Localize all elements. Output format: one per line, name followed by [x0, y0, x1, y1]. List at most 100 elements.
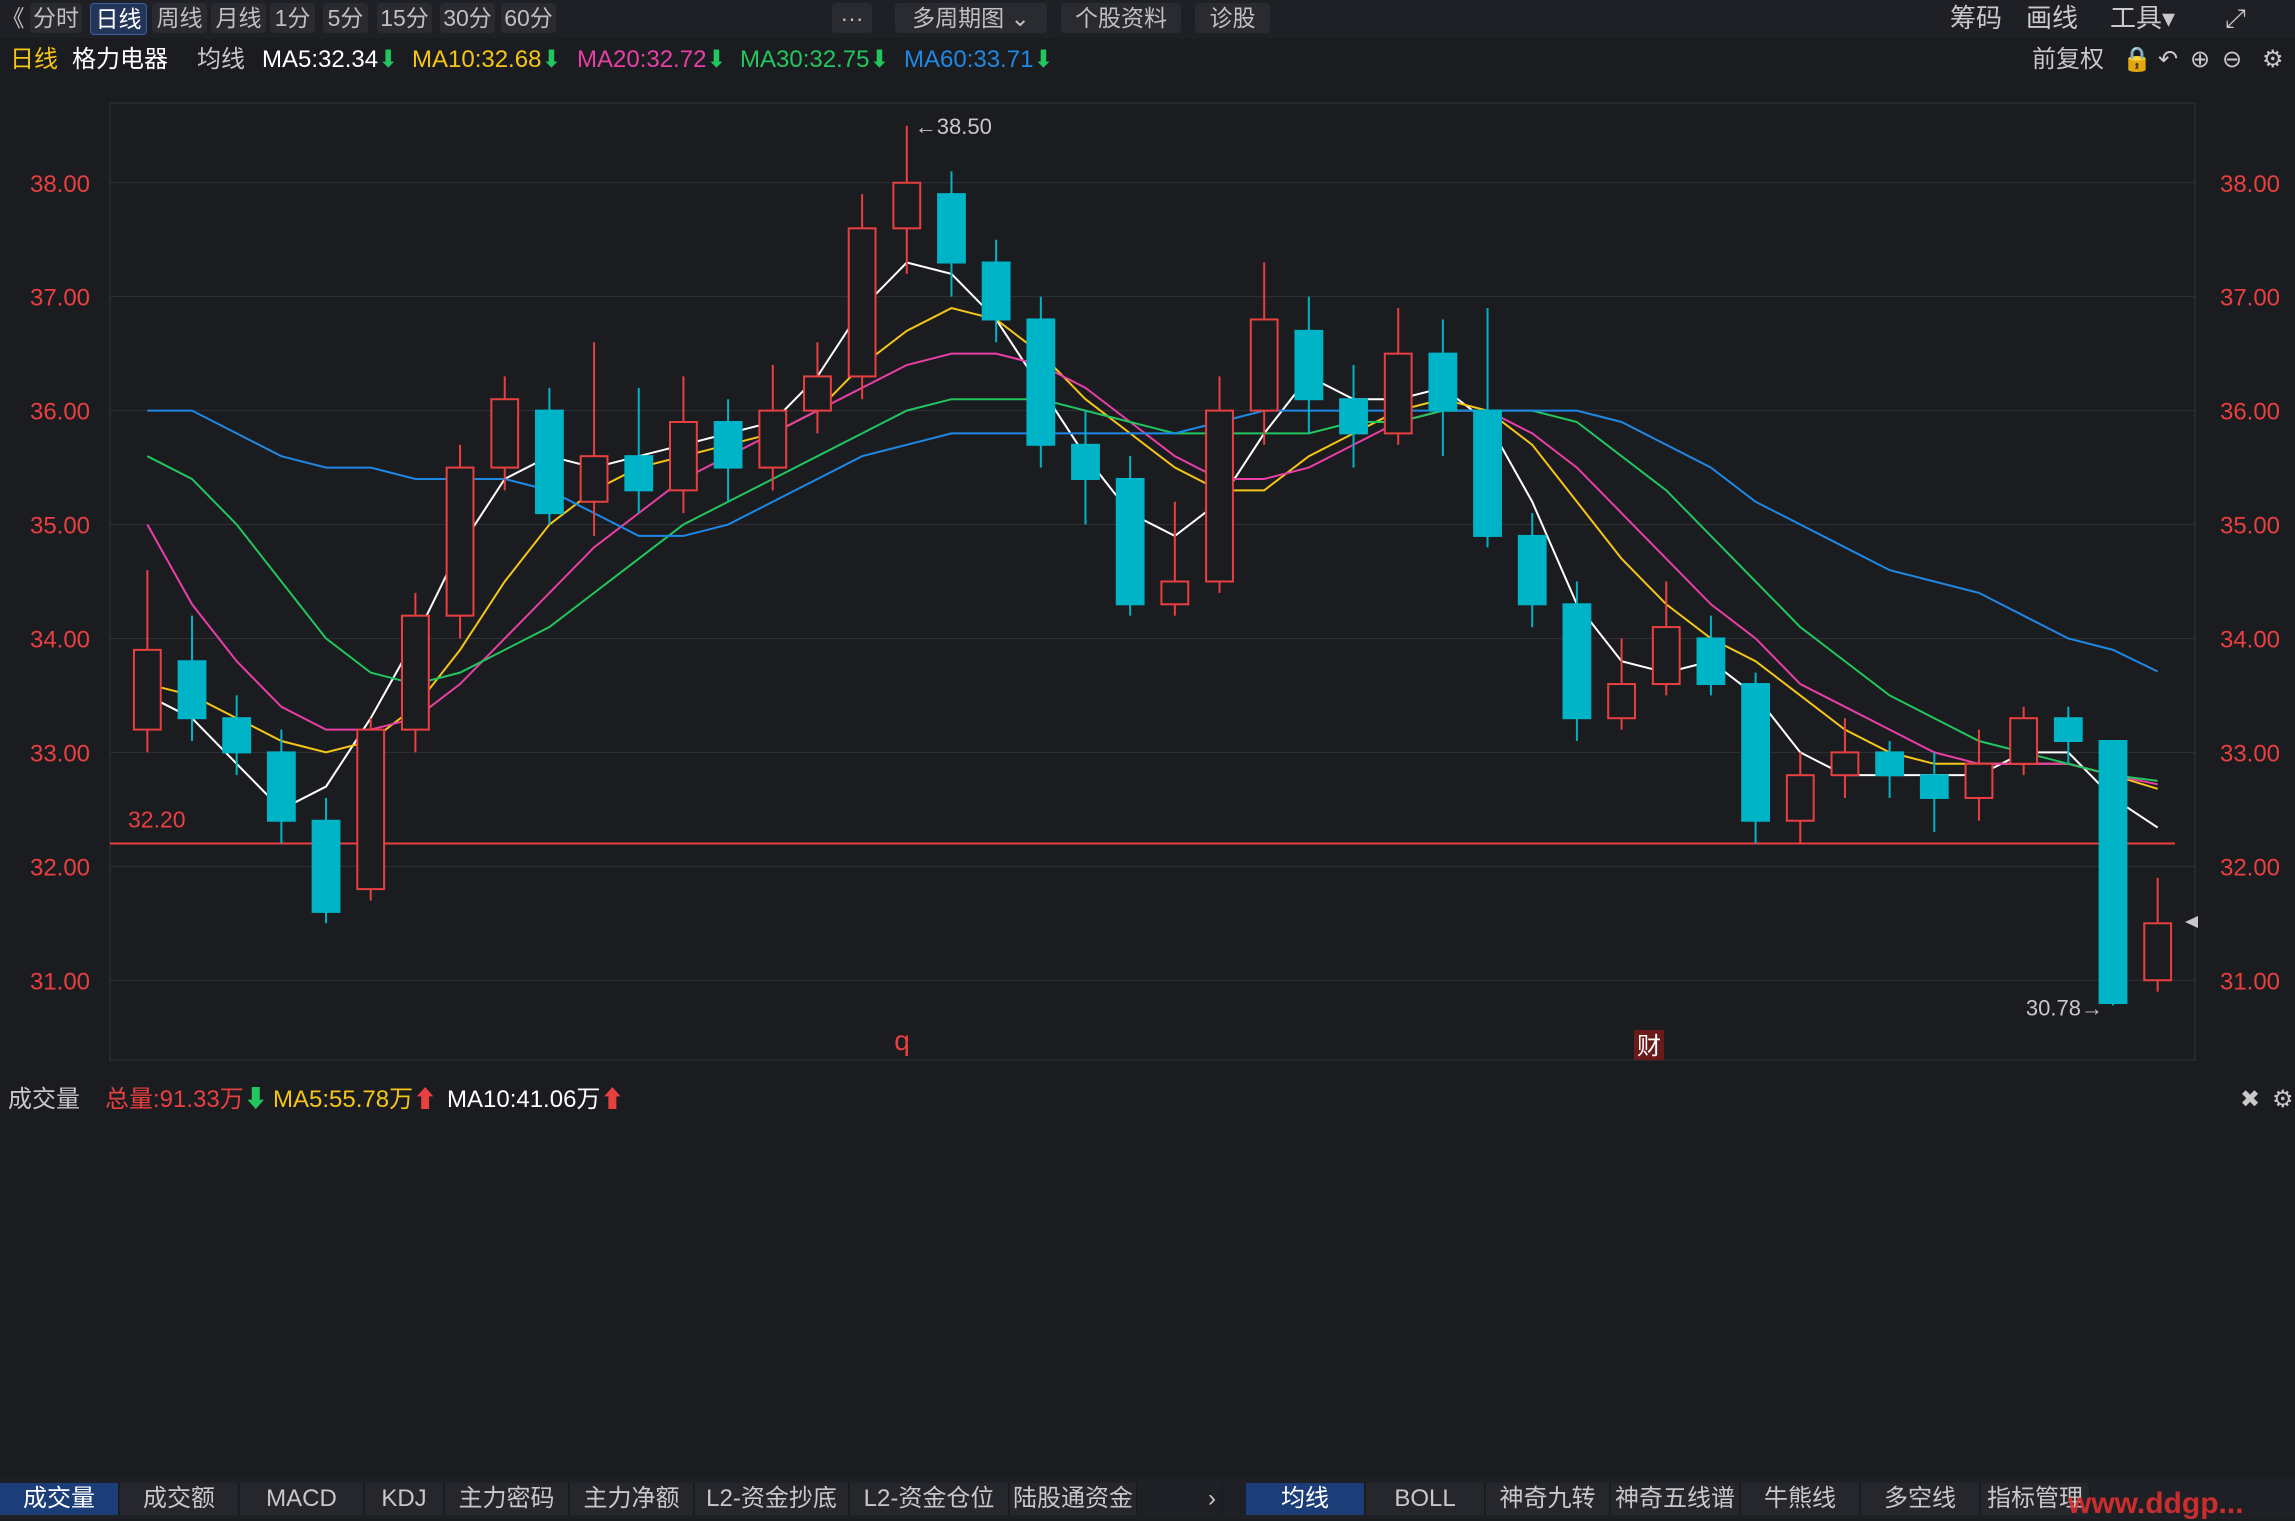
candle-body — [2098, 740, 2128, 1005]
candle-body — [713, 421, 743, 469]
candle-body — [624, 455, 654, 492]
ma10-line — [147, 307, 2158, 790]
period-tab[interactable]: 5分 — [323, 3, 368, 33]
zoom-out-icon[interactable]: ⊖ — [2222, 46, 2243, 73]
indicator-tab[interactable]: 陆股通资金 — [1010, 1483, 1137, 1515]
tools-label: 工具 — [2110, 3, 2163, 33]
price-axis-label: 38.00 — [30, 171, 90, 198]
period-tab[interactable]: 日线 — [90, 3, 147, 35]
diagnose-button[interactable]: 诊股 — [1195, 3, 1270, 33]
candle-body — [892, 181, 922, 230]
lock-icon[interactable]: 🔒 — [2122, 46, 2152, 73]
candle-body — [2143, 922, 2173, 982]
indicator-tab[interactable]: L2-资金仓位 — [850, 1483, 1009, 1515]
ma10-value: MA10:32.68⬇ — [412, 42, 562, 78]
ma-label[interactable]: 均线 — [197, 46, 245, 73]
candle-body — [2053, 717, 2083, 743]
overlay-tab[interactable]: BOLL — [1366, 1483, 1485, 1515]
price-axis-label-right: 33.00 — [2220, 740, 2280, 767]
overlay-tab[interactable]: 牛熊线 — [1741, 1483, 1860, 1515]
watermark: www.ddgp... — [2068, 1487, 2244, 1520]
ma30-line — [146, 398, 2158, 782]
ma60-value: MA60:33.71⬇ — [904, 42, 1054, 78]
gear-icon[interactable]: ⚙ — [2272, 1086, 2294, 1113]
indicator-tab[interactable]: 成交量 — [0, 1483, 119, 1515]
price-axis-label-right: 35.00 — [2220, 513, 2280, 540]
period-tab[interactable]: 15分 — [377, 3, 432, 33]
arrow-down-icon: ⬇ — [869, 46, 890, 73]
indicator-tab[interactable]: 主力净额 — [570, 1483, 694, 1515]
multi-period-button[interactable]: 多周期图 ⌄ — [895, 3, 1047, 33]
candle-body — [311, 819, 341, 913]
finance-marker-bg — [1634, 1030, 1664, 1060]
indicator-tab[interactable]: 主力密码 — [445, 1483, 569, 1515]
indicator-tab[interactable]: KDJ — [365, 1483, 444, 1515]
price-axis-label-right: 34.00 — [2220, 626, 2280, 653]
arrow-up-icon: ⬆ — [413, 1086, 438, 1113]
overlay-tab[interactable]: 指标管理 — [1981, 1483, 2090, 1515]
stock-name: 格力电器 — [72, 46, 168, 73]
period-tab[interactable]: 60分 — [501, 3, 556, 33]
candle-body — [847, 227, 877, 378]
high-price-label: ←38.50 — [915, 114, 992, 139]
close-icon[interactable]: ✖ — [2240, 1086, 2261, 1113]
indicator-tab[interactable]: 成交额 — [120, 1483, 239, 1515]
ma5-line — [146, 261, 2159, 829]
ma60-line — [147, 409, 2159, 673]
ma60-text: MA60:33.71 — [904, 46, 1034, 73]
candle-body — [490, 398, 520, 469]
period-tab[interactable]: 30分 — [440, 3, 495, 33]
overlay-tab[interactable]: 均线 — [1246, 1483, 1365, 1515]
draw-line-button[interactable]: 画线 — [2026, 3, 2079, 33]
caret-down-icon: ▾ — [2162, 3, 2176, 33]
arrow-down-icon: ⬇ — [378, 46, 399, 73]
candle-body — [579, 455, 609, 503]
chips-button[interactable]: 筹码 — [1950, 3, 2003, 33]
ma10-text: MA10:32.68 — [412, 46, 542, 73]
price-axis-label-right: 37.00 — [2220, 285, 2280, 312]
candle-body — [1964, 762, 1994, 799]
indicator-tab[interactable]: MACD — [240, 1483, 364, 1515]
arrow-down-icon: ⬇ — [1033, 46, 1054, 73]
candle-body — [937, 193, 966, 264]
ma20-text: MA20:32.72 — [577, 46, 707, 73]
period-tab[interactable]: 月线 — [211, 3, 266, 33]
period-tab[interactable]: 分时 — [30, 3, 82, 33]
adjust-button[interactable]: 前复权 — [2032, 46, 2104, 73]
candle-body — [1919, 774, 1949, 799]
candle-body — [1830, 751, 1860, 777]
overlay-tab[interactable]: 神奇九转 — [1486, 1483, 1610, 1515]
candle-body — [1339, 398, 1368, 435]
period-tab[interactable]: 周线 — [152, 3, 207, 33]
volume-ma10-text: MA10:41.06万 — [447, 1086, 601, 1113]
price-axis-label: 35.00 — [30, 513, 90, 540]
candle-body — [1473, 409, 1502, 537]
period-tab[interactable]: 1分 — [270, 3, 315, 33]
expand-icon[interactable]: ⤢ — [2225, 3, 2246, 33]
zoom-in-icon[interactable]: ⊕ — [2190, 46, 2211, 73]
more-periods-button[interactable]: ··· — [832, 3, 872, 33]
indicator-tab[interactable]: L2-资金抄底 — [695, 1483, 849, 1515]
undo-icon[interactable]: ↶ — [2158, 46, 2179, 73]
volume-total-text: 总量:91.33万 — [105, 1086, 244, 1113]
support-line-label: 32.20 — [128, 807, 186, 833]
gear-icon[interactable]: ⚙ — [2262, 46, 2284, 73]
price-axis-label: 36.00 — [30, 399, 90, 426]
chevron-right-icon[interactable]: › — [1202, 1483, 1223, 1515]
tools-button[interactable]: 工具▾ — [2110, 3, 2175, 33]
candle-body — [266, 751, 296, 822]
ma30-value: MA30:32.75⬇ — [740, 42, 890, 78]
candle-body — [1071, 443, 1100, 480]
candle-body — [132, 648, 162, 731]
candle-body — [1785, 774, 1815, 822]
volume-total: 总量:91.33万⬇ — [105, 1082, 268, 1118]
price-pane-frame — [109, 102, 2196, 1061]
candlestick-chart[interactable]: 38.00 38.00 37.00 37.00 36.00 36.00 35.00 35.00… — [0, 80, 2295, 1080]
stock-info-button[interactable]: 个股资料 — [1061, 3, 1181, 33]
volume-ma10: MA10:41.06万⬆ — [447, 1082, 624, 1118]
overlay-tab[interactable]: 神奇五线谱 — [1611, 1483, 1740, 1515]
overlay-tab[interactable]: 多空线 — [1861, 1483, 1980, 1515]
arrow-down-icon: ⬇ — [243, 1086, 268, 1113]
back-icon[interactable]: 《 — [1, 5, 25, 31]
candle-body — [1249, 318, 1279, 412]
